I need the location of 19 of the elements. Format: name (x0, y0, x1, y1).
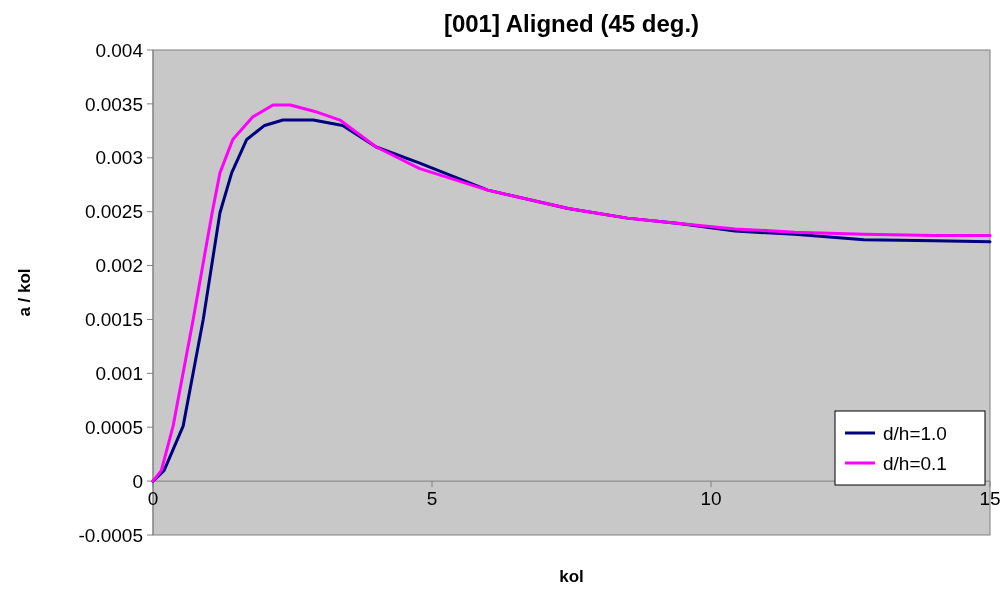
y-tick-label: 0.0035 (84, 93, 143, 115)
x-tick-label: 5 (426, 488, 438, 510)
x-tick-label: 0 (147, 488, 159, 510)
y-tick-label: 0.0025 (84, 201, 143, 223)
y-tick-label: -0.0005 (78, 524, 143, 546)
y-tick-label: 0.0005 (84, 416, 143, 438)
y-axis-title: a / kol (15, 268, 34, 317)
x-axis-title: kol (559, 567, 584, 586)
y-tick-label: 0.002 (95, 255, 143, 277)
y-tick-label: 0.001 (95, 362, 143, 384)
legend-label: d/h=0.1 (883, 452, 947, 474)
chart-title: [001] Aligned (45 deg.) (443, 10, 700, 37)
legend-label: d/h=1.0 (883, 422, 947, 444)
y-tick-label: 0.0015 (84, 309, 143, 331)
y-tick-label: 0.003 (95, 147, 143, 169)
y-tick-label: 0 (132, 470, 143, 492)
y-tick-label: 0.004 (95, 39, 144, 61)
x-tick-label: 15 (979, 488, 1001, 510)
x-tick-label: 10 (700, 488, 722, 510)
